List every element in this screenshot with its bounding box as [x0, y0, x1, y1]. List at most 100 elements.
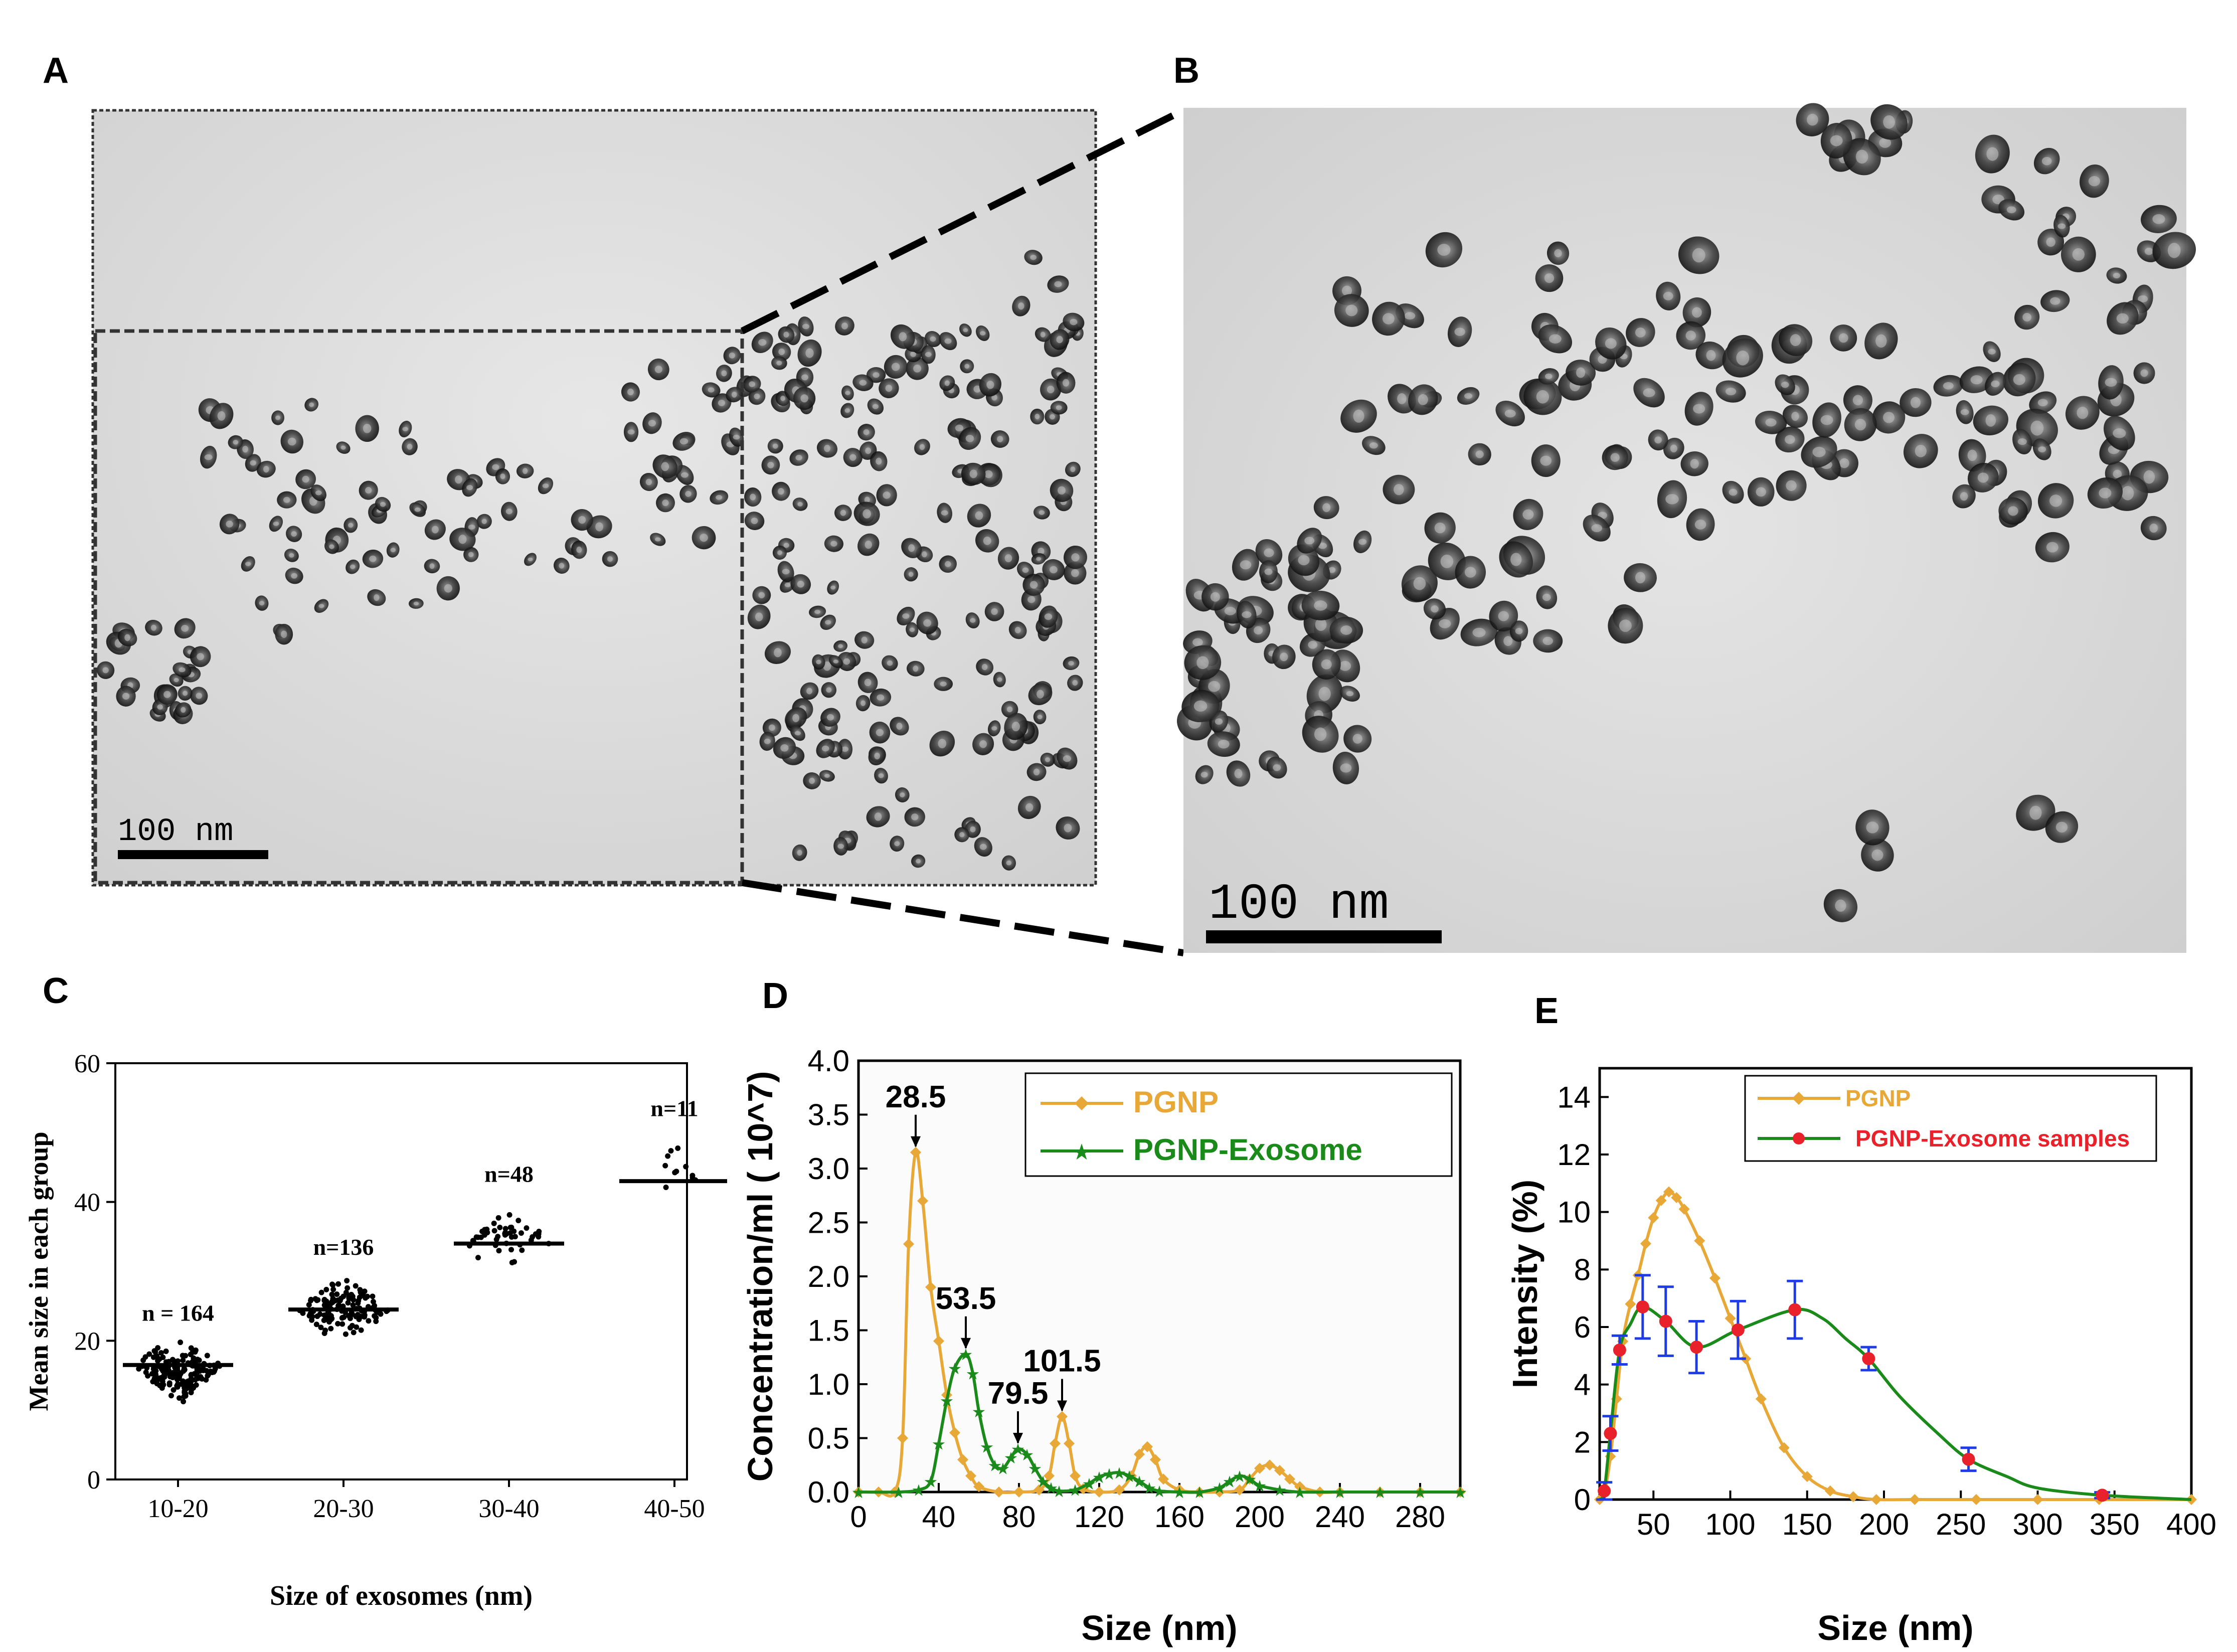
- y-tick-label: 60: [74, 1050, 100, 1078]
- nanoparticle-core: [1960, 409, 1969, 415]
- nanoparticle-core: [1690, 459, 1699, 469]
- nanoparticle-core: [944, 380, 950, 386]
- nanoparticle-core: [840, 510, 846, 516]
- nanoparticle-core: [163, 691, 171, 698]
- nanoparticle-core: [576, 546, 582, 553]
- nanoparticle-core: [1308, 640, 1318, 649]
- nanoparticle-core: [2037, 399, 2048, 407]
- data-point: [157, 1382, 163, 1388]
- zoom-region-box: [93, 329, 744, 885]
- nanoparticle-core: [1665, 493, 1679, 505]
- data-point: [174, 1383, 180, 1389]
- tem-image-a: [91, 109, 1097, 887]
- nanoparticle-core: [645, 478, 652, 485]
- nanoparticle-core: [996, 677, 1002, 682]
- nanoparticle-core: [997, 436, 1003, 442]
- x-tick-label: 120: [1074, 1500, 1124, 1534]
- exosome-marker: ★: [851, 1483, 866, 1502]
- nanoparticle-core: [1472, 627, 1486, 637]
- data-point: [350, 1302, 356, 1308]
- nanoparticle-core: [1063, 755, 1072, 762]
- nanoparticle-core: [468, 524, 475, 530]
- nanoparticle-core: [983, 536, 991, 545]
- exosome-marker: [1613, 1343, 1626, 1357]
- nanoparticle-core: [1050, 566, 1058, 574]
- panel-d-legend-exosome: PGNP-Exosome: [1133, 1133, 1362, 1167]
- data-point: [170, 1387, 177, 1393]
- pgnp-marker: [1134, 1448, 1145, 1460]
- nanoparticle-core: [973, 385, 981, 393]
- nanoparticle-core: [281, 630, 287, 638]
- nanoparticle-core: [1765, 418, 1777, 427]
- exosome-marker: [1862, 1352, 1875, 1366]
- nanoparticle-core: [1352, 734, 1362, 744]
- x-tick-label: 280: [1395, 1500, 1445, 1534]
- nanoparticle-core: [1318, 543, 1327, 549]
- data-point: [378, 1311, 384, 1317]
- pgnp-marker: [1970, 1494, 1982, 1505]
- nanoparticle-core: [374, 594, 380, 601]
- nanoparticle-core: [390, 548, 396, 553]
- legend-diamond-icon: [1792, 1092, 1805, 1105]
- data-point: [329, 1299, 335, 1305]
- nanoparticle-core: [923, 619, 932, 627]
- nanoparticle-core: [1685, 331, 1696, 341]
- pgnp-marker: [2032, 1494, 2043, 1505]
- nanoparticle-core: [1273, 764, 1281, 771]
- nanoparticle-core: [1040, 332, 1046, 338]
- nanoparticle-core: [864, 679, 872, 687]
- nanoparticle-core: [102, 667, 109, 674]
- nanoparticle-core: [814, 609, 821, 614]
- nanoparticle-core: [991, 608, 998, 615]
- nanoparticle-core: [233, 439, 238, 445]
- group-n-label: n=136: [313, 1234, 374, 1260]
- nanoparticle-core: [1510, 553, 1522, 566]
- nanoparticle-core: [1210, 592, 1220, 602]
- pgnp-marker: [1044, 1470, 1055, 1481]
- nanoparticle-core: [2057, 223, 2066, 229]
- nanoparticle-core: [1692, 307, 1702, 318]
- data-point: [178, 1340, 184, 1346]
- data-point: [475, 1234, 481, 1240]
- nanoparticle-core: [150, 624, 156, 631]
- data-point: [354, 1324, 360, 1330]
- nanoparticle-core: [861, 636, 868, 644]
- nanoparticle-core: [975, 511, 983, 520]
- nanoparticle-core: [1321, 659, 1332, 670]
- y-tick-label: 1.5: [808, 1314, 849, 1348]
- pgnp-marker: [917, 1195, 928, 1207]
- nanoparticle-core: [767, 461, 774, 468]
- nanoparticle-core: [899, 332, 907, 342]
- panel-e-legend: PGNP PGNP-Exosome samples: [1744, 1075, 2157, 1162]
- data-point: [345, 1285, 351, 1291]
- nanoparticle-core: [122, 693, 130, 700]
- data-point: [314, 1297, 320, 1303]
- nanoparticle-core: [2077, 406, 2089, 419]
- nanoparticle-core: [1353, 409, 1364, 423]
- exosome-marker: ★: [1020, 1446, 1035, 1464]
- nanoparticle-core: [1304, 537, 1315, 545]
- nanoparticle-core: [1004, 554, 1012, 563]
- exosome-marker: [1962, 1452, 1975, 1466]
- nanoparticle-core: [1345, 304, 1358, 316]
- panel-a-label: A: [43, 51, 69, 91]
- nanoparticle-core: [802, 323, 810, 329]
- nanoparticle-core: [797, 850, 802, 856]
- nanoparticle-core: [1208, 681, 1221, 692]
- nanoparticle-core: [1224, 606, 1236, 615]
- panel-c: C 0 20 40 60 10-20 20-30 30-40 40-50 n = 164 n=1…: [0, 953, 730, 1649]
- data-point: [339, 1321, 346, 1327]
- exosome-marker: ★: [1004, 1449, 1018, 1467]
- data-point: [314, 1313, 320, 1319]
- nanoparticle-core: [776, 361, 782, 366]
- y-tick-label: 2.5: [808, 1206, 849, 1240]
- nanoparticle-core: [784, 582, 791, 587]
- nanoparticle-core: [841, 322, 848, 329]
- nanoparticle-core: [429, 563, 435, 569]
- nanoparticle-core: [1049, 414, 1055, 420]
- pgnp-marker: [1847, 1491, 1859, 1503]
- nanoparticle-core: [984, 470, 993, 478]
- data-point: [306, 1313, 312, 1319]
- nanoparticle-core: [1006, 706, 1013, 713]
- nanoparticle-core: [913, 665, 919, 672]
